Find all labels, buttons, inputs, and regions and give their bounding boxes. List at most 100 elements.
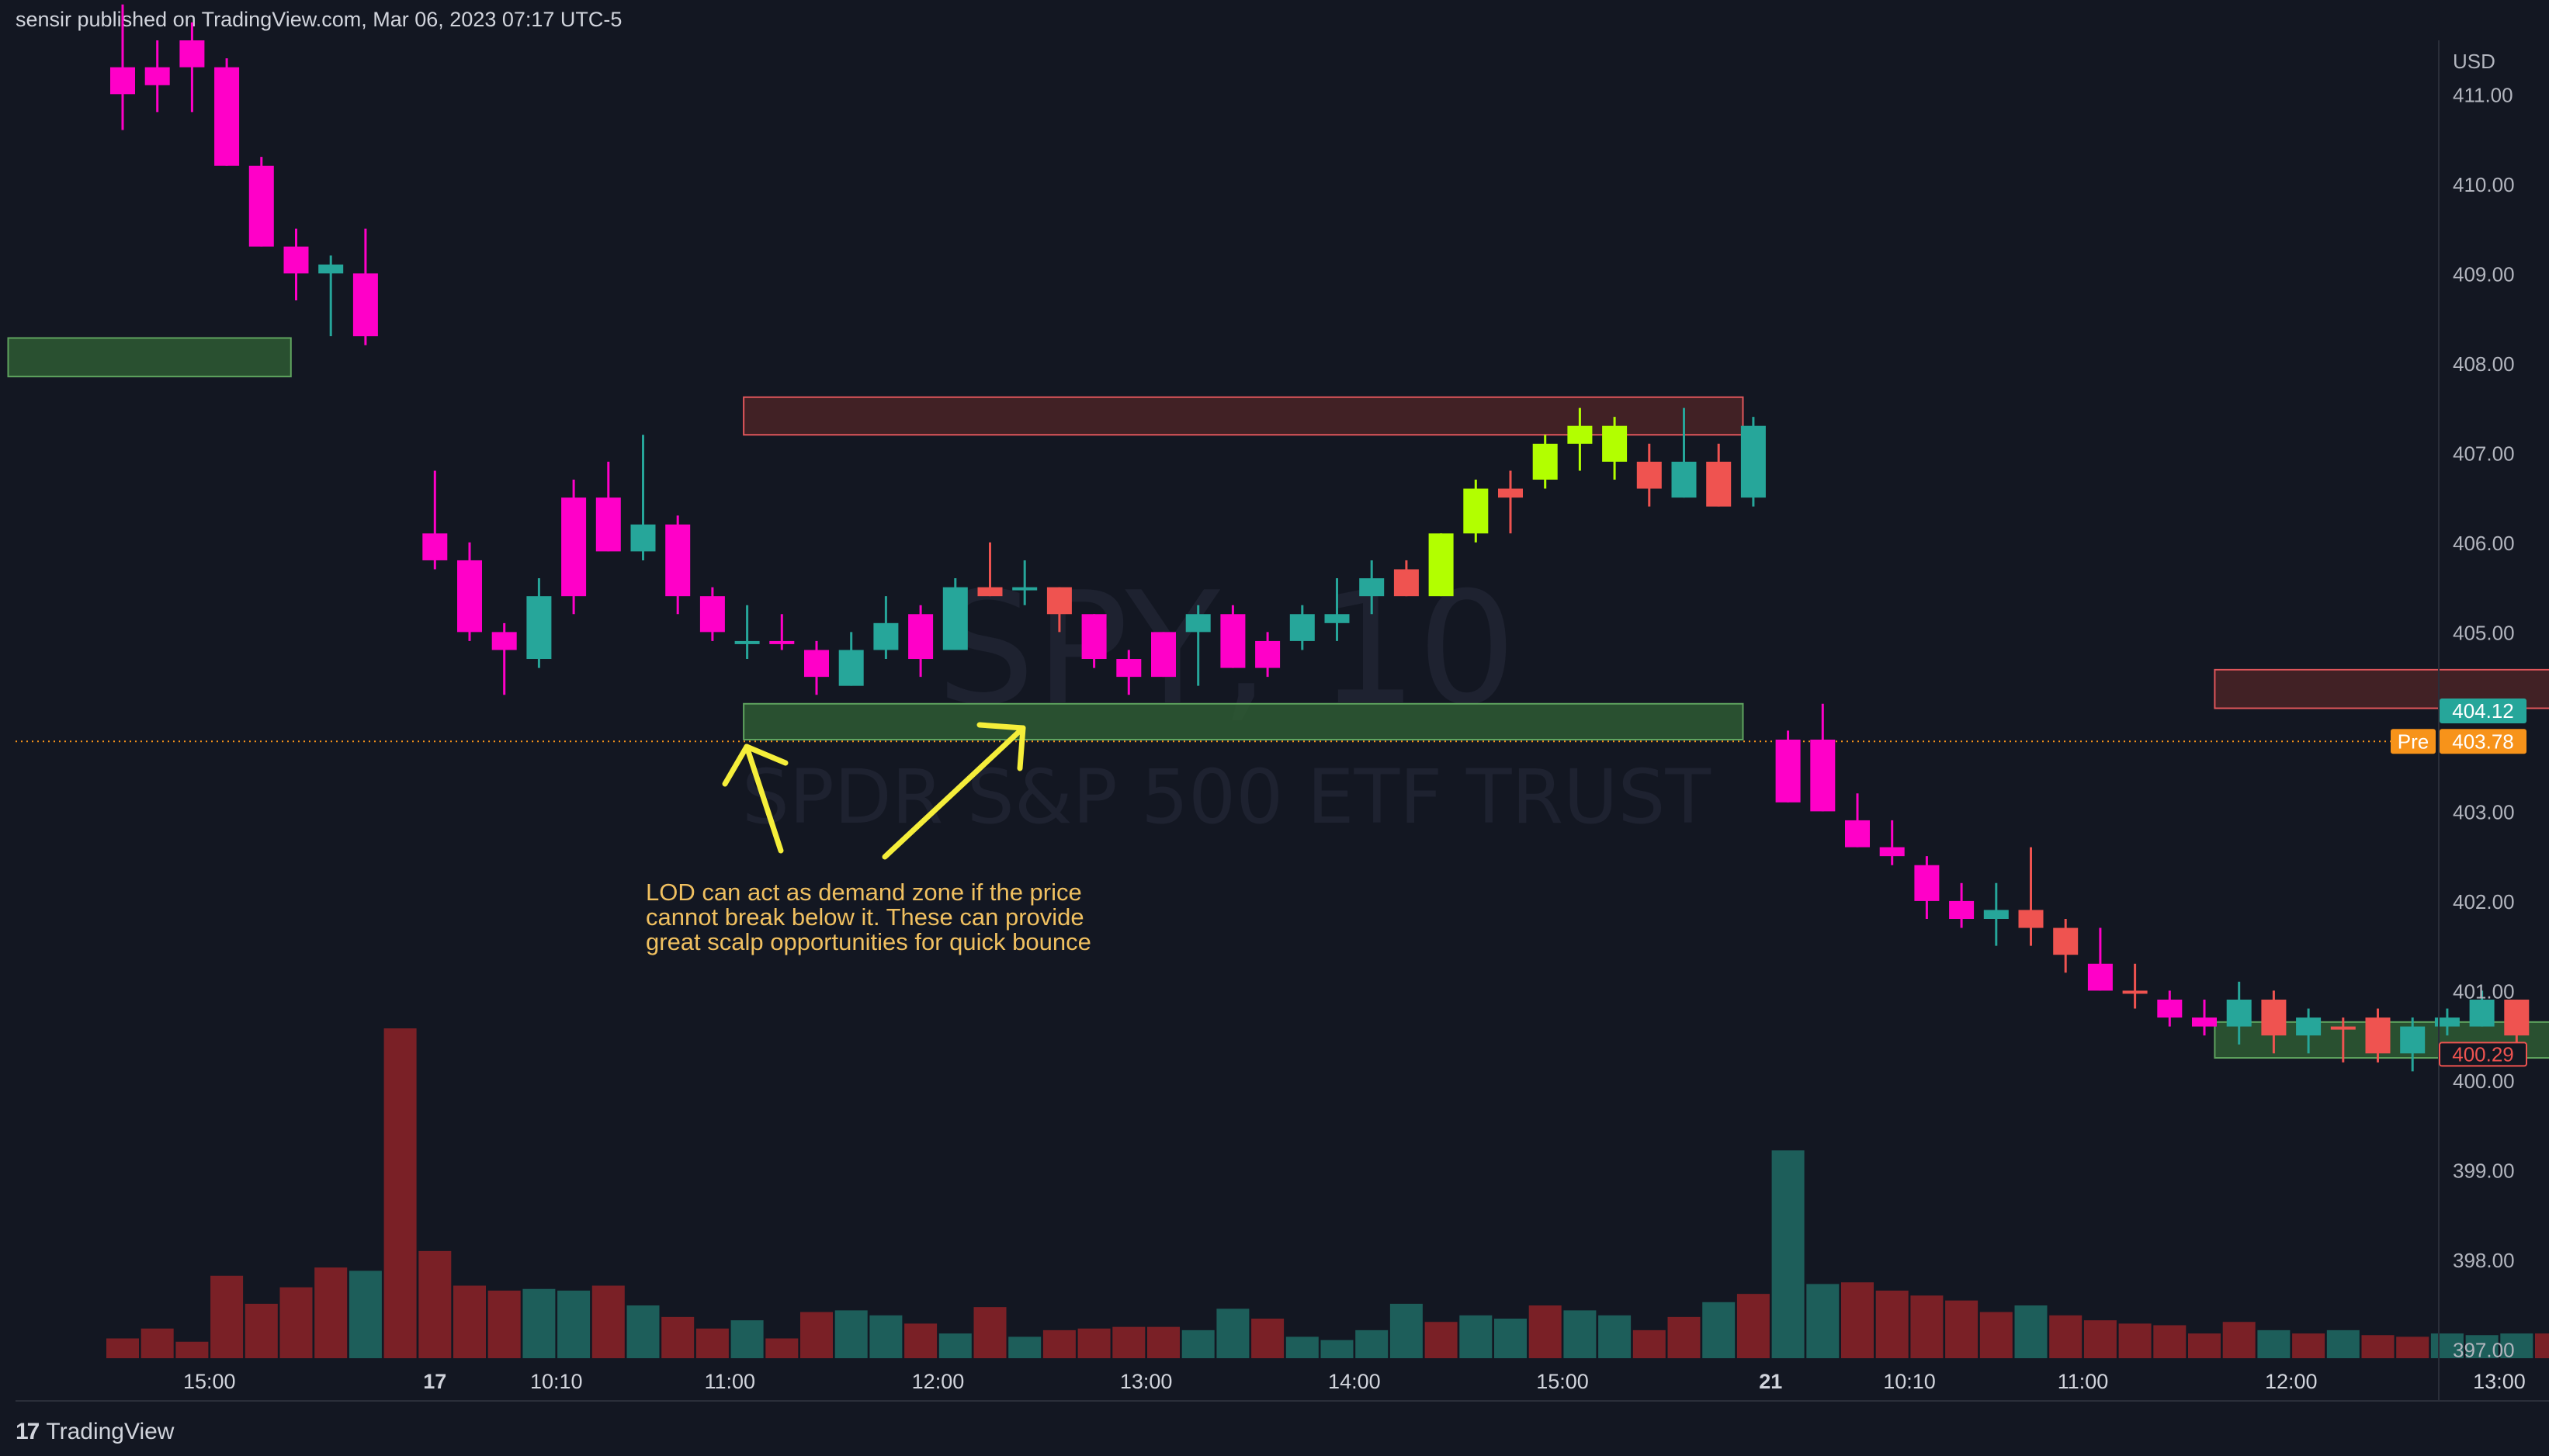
candle-body [804, 650, 829, 678]
y-tick-label: 406.00 [2453, 532, 2515, 555]
candle-body [2434, 1017, 2460, 1027]
candle-body [2330, 1026, 2356, 1030]
candle-body [457, 560, 482, 633]
currency-label: USD [2453, 50, 2495, 73]
candle-body [942, 587, 968, 650]
candle-body [1810, 739, 1836, 812]
candle-body [1879, 847, 1905, 857]
pre-tag-text: Pre [2398, 730, 2429, 753]
volume-bar [2292, 1333, 2325, 1358]
candle-body [1046, 587, 1072, 615]
price-label-box [2440, 729, 2526, 754]
volume-bar [2118, 1323, 2152, 1358]
chart-watermark: SPY, 10 SPDR S&P 500 ETF TRUST [742, 559, 1711, 841]
volume-bar [383, 1028, 417, 1358]
volume-bar [2014, 1305, 2048, 1358]
volume-bar [1528, 1305, 1562, 1358]
volume-bar [1806, 1284, 1840, 1358]
volume-bar [1251, 1319, 1285, 1358]
candle-body [734, 640, 760, 644]
volume-bar [1216, 1309, 1250, 1358]
supply-zone [743, 396, 1744, 436]
volume-bar [557, 1290, 591, 1358]
tradingview-logo-icon: 17 [16, 1419, 40, 1444]
volume-bar [1563, 1310, 1597, 1358]
price-label: 400.29 [2439, 1042, 2527, 1067]
volume-bar [1979, 1312, 2013, 1358]
volume-bar [314, 1267, 348, 1358]
volume-bar [591, 1285, 625, 1358]
volume-bar [2361, 1335, 2395, 1358]
volume-bar [2222, 1322, 2256, 1358]
candle-body [2365, 1017, 2391, 1054]
price-label-text: 400.29 [2452, 1042, 2514, 1066]
volume-bar [1285, 1336, 1319, 1358]
volume-bar [2083, 1320, 2117, 1358]
volume-bar [1459, 1315, 1493, 1358]
candle-body [699, 596, 725, 633]
candle-body [595, 497, 621, 552]
y-tick-label: 411.00 [2453, 83, 2513, 106]
candle-body [214, 67, 240, 166]
candle-body [1671, 461, 1697, 498]
volume-bar [904, 1323, 938, 1358]
volume-bar [1424, 1322, 1458, 1358]
volume-bar [1355, 1329, 1389, 1358]
volume-bar [1910, 1295, 1944, 1358]
candle-body [1289, 614, 1315, 641]
candle-body [1151, 632, 1176, 678]
volume-bar [1945, 1300, 1979, 1358]
candle-body [1081, 614, 1107, 660]
footer-brand: TradingView [46, 1419, 175, 1444]
volume-bar [140, 1328, 174, 1358]
x-tick-label: 12:00 [912, 1370, 965, 1393]
candle-body [2469, 999, 2495, 1027]
volume-bar [1147, 1326, 1180, 1358]
volume-bar [244, 1303, 278, 1358]
volume-bar [1875, 1290, 1909, 1358]
annotation-arrows [722, 722, 1026, 860]
candle-body [144, 67, 170, 85]
volume-bar [522, 1288, 556, 1358]
volume-bar [1112, 1326, 1146, 1358]
volume-bar [2396, 1336, 2429, 1358]
candle-body [2400, 1026, 2426, 1054]
candle-body [526, 596, 552, 660]
price-label: 403.78 Pre [2391, 729, 2526, 754]
volume-bar [453, 1285, 486, 1358]
arrow-right-shaft [882, 725, 1026, 860]
candle-body [1706, 461, 1732, 507]
volume-bar [1008, 1336, 1042, 1358]
volume-bar [2430, 1333, 2464, 1358]
candle-body [2122, 990, 2148, 994]
volume-bar [2326, 1329, 2360, 1358]
candle-body [1602, 425, 1628, 462]
annotation-text: LOD can act as demand zone if the price … [646, 879, 1091, 955]
watermark-name: SPDR S&P 500 ETF TRUST [742, 754, 1711, 841]
volume-bar [834, 1310, 868, 1358]
volume-bar [487, 1290, 521, 1358]
candle-body [491, 632, 517, 650]
x-tick-label: 17 [423, 1370, 446, 1393]
volume-bar [973, 1307, 1007, 1358]
candle-body [2018, 910, 2044, 928]
volume-bar [418, 1250, 452, 1358]
footer: 17 TradingView [16, 1419, 174, 1445]
candle-body [769, 640, 795, 644]
candle-body [2053, 927, 2079, 955]
volume-bar [106, 1338, 139, 1358]
x-tick-label: 12:00 [2265, 1370, 2318, 1393]
candle-body [1775, 739, 1801, 803]
volume-bar [2465, 1335, 2499, 1358]
candle-body [2087, 963, 2113, 991]
volume-bar [1042, 1329, 1076, 1358]
y-tick-label: 409.00 [2453, 262, 2515, 286]
x-tick-label: 10:10 [1883, 1370, 1936, 1393]
candle-body [2226, 999, 2252, 1027]
volume-bar [695, 1328, 729, 1358]
candle-body [1255, 640, 1281, 668]
candle-body [1428, 533, 1454, 597]
candle-body [352, 273, 378, 337]
volume-bar [1632, 1329, 1666, 1358]
